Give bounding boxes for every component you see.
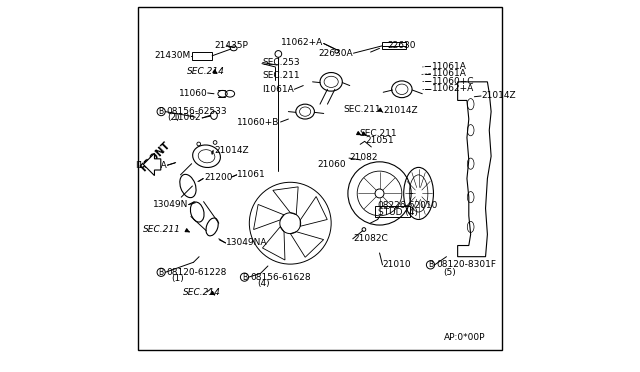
- Text: B: B: [159, 107, 164, 116]
- Text: 21051: 21051: [365, 136, 394, 145]
- Text: 11060+C: 11060+C: [431, 77, 474, 86]
- Text: 08156-62533: 08156-62533: [166, 107, 227, 116]
- Text: I1061A: I1061A: [262, 85, 294, 94]
- Text: SEC.214: SEC.214: [187, 67, 225, 76]
- Text: (4): (4): [257, 279, 269, 288]
- Text: FRONT: FRONT: [138, 140, 172, 174]
- Text: 11061A: 11061A: [431, 69, 467, 78]
- Text: I1061A: I1061A: [135, 161, 167, 170]
- Text: 21082: 21082: [349, 153, 378, 162]
- Text: 08120-8301F: 08120-8301F: [436, 260, 496, 269]
- Text: 21430M: 21430M: [154, 51, 191, 60]
- Text: B: B: [159, 268, 164, 277]
- Text: 21014Z: 21014Z: [482, 92, 516, 100]
- Text: 11062+A: 11062+A: [281, 38, 323, 47]
- Text: (1): (1): [172, 275, 184, 283]
- Text: 11060+B: 11060+B: [237, 118, 280, 126]
- Text: AP:0*00P: AP:0*00P: [444, 333, 486, 342]
- Bar: [375, 206, 410, 217]
- Text: SEC.211: SEC.211: [359, 129, 397, 138]
- Text: 21082C: 21082C: [353, 234, 388, 243]
- Text: 11062+A: 11062+A: [431, 84, 474, 93]
- Text: 21014Z: 21014Z: [383, 106, 418, 115]
- Text: 21200: 21200: [204, 173, 232, 182]
- Text: STUD (4): STUD (4): [378, 208, 418, 217]
- Text: 21014Z: 21014Z: [214, 146, 248, 155]
- Text: B: B: [242, 273, 247, 282]
- Text: 08156-61628: 08156-61628: [250, 273, 310, 282]
- Bar: [191, 52, 212, 60]
- Text: 11061A: 11061A: [431, 62, 467, 71]
- Text: 21435P: 21435P: [214, 41, 248, 50]
- Text: SEC.211: SEC.211: [143, 225, 181, 234]
- Text: 08226-62010: 08226-62010: [378, 201, 438, 210]
- Text: B: B: [428, 260, 433, 269]
- Text: 08120-61228: 08120-61228: [166, 268, 227, 277]
- Text: 22630: 22630: [387, 41, 416, 50]
- Bar: [383, 42, 406, 49]
- Text: (5): (5): [443, 268, 456, 277]
- Text: 11062: 11062: [173, 113, 202, 122]
- Text: 22630A: 22630A: [318, 49, 353, 58]
- Text: 11061: 11061: [237, 170, 266, 179]
- Text: SEC.214: SEC.214: [183, 288, 221, 297]
- Text: SEC.253: SEC.253: [262, 58, 300, 67]
- Text: (2): (2): [168, 113, 180, 122]
- Circle shape: [375, 189, 384, 198]
- Text: 11060: 11060: [179, 89, 207, 97]
- Text: 21060: 21060: [317, 160, 346, 169]
- Text: 13049N: 13049N: [152, 200, 188, 209]
- Text: 13049NA: 13049NA: [227, 238, 268, 247]
- Text: 21010: 21010: [383, 260, 411, 269]
- Text: SEC.211: SEC.211: [344, 105, 381, 114]
- Polygon shape: [143, 153, 161, 176]
- Text: SEC.211: SEC.211: [262, 71, 300, 80]
